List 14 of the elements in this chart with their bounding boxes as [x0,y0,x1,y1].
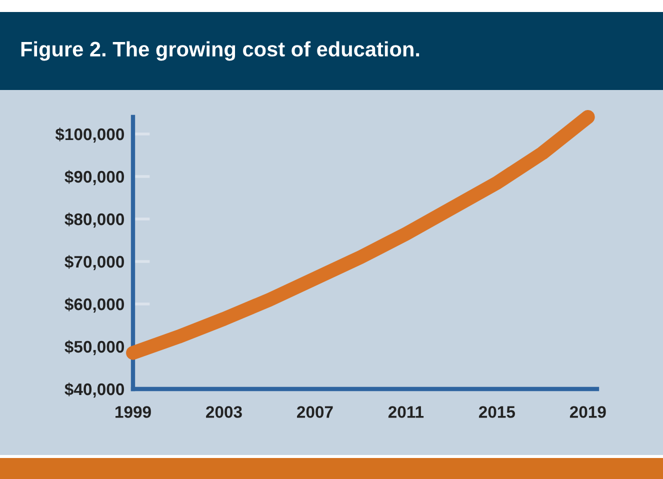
x-tick-label: 2019 [570,406,606,418]
y-tick-label: $90,000 [64,170,124,186]
y-tick-label: $70,000 [64,255,124,270]
y-tick-label: $40,000 [64,382,124,398]
y-tick-label: $100,000 [55,128,124,143]
x-tick-label: 2003 [206,406,242,418]
x-tick-label: 2015 [478,406,515,418]
y-tick-label: $50,000 [64,340,124,356]
chart-title: Figure 2. The growing cost of education. [21,41,420,61]
x-tick-label: 1999 [116,406,151,418]
y-tick-label: $80,000 [64,212,124,228]
x-tick-label: 2011 [388,406,424,418]
x-tick-label: 2007 [297,406,333,418]
y-tick-label: $60,000 [64,298,124,313]
